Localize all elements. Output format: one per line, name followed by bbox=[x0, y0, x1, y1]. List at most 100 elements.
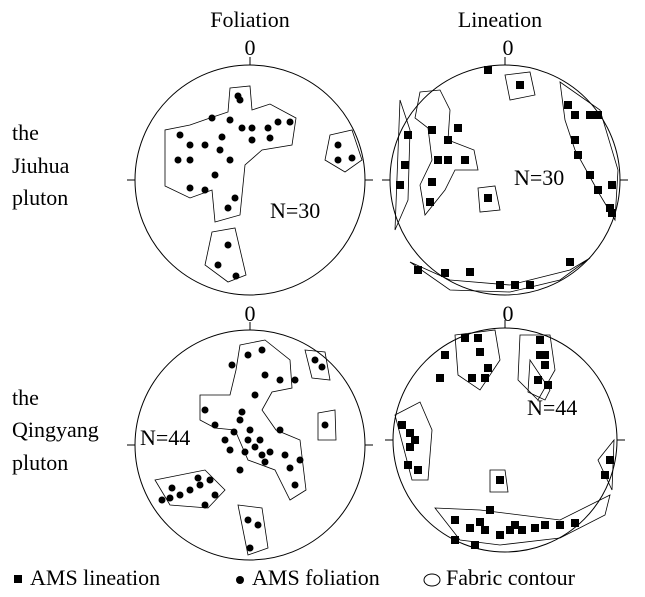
fabric-contour bbox=[454, 329, 501, 391]
fabric-contour bbox=[304, 349, 331, 381]
lineation-point bbox=[396, 181, 404, 189]
foliation-point bbox=[211, 491, 219, 499]
legend-square bbox=[14, 575, 22, 583]
foliation-point bbox=[226, 446, 234, 454]
lineation-point bbox=[541, 361, 549, 369]
fabric-contour bbox=[154, 469, 226, 509]
foliation-point bbox=[246, 544, 254, 552]
foliation-point bbox=[261, 371, 269, 379]
lineation-point bbox=[444, 136, 452, 144]
foliation-point bbox=[174, 156, 182, 164]
lineation-point bbox=[426, 198, 434, 206]
north-label: 0 bbox=[503, 35, 514, 60]
net-circle bbox=[134, 64, 366, 296]
lineation-point bbox=[594, 186, 602, 194]
lineation-point bbox=[441, 269, 449, 277]
lineation-point bbox=[541, 521, 549, 529]
foliation-point bbox=[230, 428, 238, 436]
count-label: N=44 bbox=[140, 425, 190, 450]
lineation-point bbox=[601, 471, 609, 479]
foliation-point bbox=[281, 451, 289, 459]
lineation-point bbox=[404, 461, 412, 469]
legend-label: AMS lineation bbox=[30, 565, 160, 590]
foliation-point bbox=[176, 131, 184, 139]
lineation-point bbox=[401, 161, 409, 169]
row-label: pluton bbox=[12, 450, 68, 475]
foliation-point bbox=[216, 146, 224, 154]
foliation-point bbox=[201, 406, 209, 414]
foliation-point bbox=[348, 154, 356, 162]
lineation-point bbox=[564, 101, 572, 109]
foliation-point bbox=[208, 114, 216, 122]
foliation-point bbox=[334, 156, 342, 164]
north-label: 0 bbox=[245, 35, 256, 60]
foliation-point bbox=[226, 116, 234, 124]
lineation-point bbox=[476, 348, 484, 356]
lineation-point bbox=[461, 334, 469, 342]
lineation-point bbox=[486, 506, 494, 514]
foliation-point bbox=[211, 171, 219, 179]
lineation-point bbox=[531, 524, 539, 532]
foliation-point bbox=[311, 356, 319, 364]
fabric-contour bbox=[409, 257, 591, 293]
lineation-point bbox=[511, 281, 519, 289]
foliation-point bbox=[296, 456, 304, 464]
foliation-point bbox=[264, 124, 272, 132]
lineation-point bbox=[441, 351, 449, 359]
lineation-point bbox=[511, 521, 519, 529]
foliation-point bbox=[244, 351, 252, 359]
lineation-point bbox=[544, 381, 552, 389]
lineation-point bbox=[481, 526, 489, 534]
lineation-point bbox=[594, 111, 602, 119]
foliation-point bbox=[211, 421, 219, 429]
lineation-point bbox=[534, 376, 542, 384]
row-label: Qingyang bbox=[12, 417, 99, 442]
lineation-point bbox=[484, 364, 492, 372]
lineation-point bbox=[586, 171, 594, 179]
foliation-point bbox=[318, 363, 326, 371]
foliation-point bbox=[168, 484, 176, 492]
lineation-point bbox=[536, 336, 544, 344]
lineation-point bbox=[406, 443, 414, 451]
foliation-point bbox=[244, 516, 252, 524]
row-label: the bbox=[12, 120, 39, 145]
foliation-point bbox=[251, 391, 259, 399]
foliation-point bbox=[232, 272, 240, 280]
foliation-point bbox=[218, 133, 226, 141]
foliation-point bbox=[251, 443, 259, 451]
foliation-point bbox=[231, 194, 239, 202]
foliation-point bbox=[166, 494, 174, 502]
foliation-point bbox=[236, 416, 244, 424]
lineation-point bbox=[574, 151, 582, 159]
lineation-point bbox=[434, 156, 442, 164]
foliation-point bbox=[221, 436, 229, 444]
foliation-point bbox=[291, 481, 299, 489]
fabric-contour bbox=[394, 401, 433, 481]
lineation-point bbox=[451, 516, 459, 524]
lineation-point bbox=[566, 258, 574, 266]
fabric-contour bbox=[164, 85, 297, 223]
fabric-contour bbox=[527, 358, 551, 401]
lineation-point bbox=[474, 334, 482, 342]
fabric-contour bbox=[237, 504, 269, 556]
foliation-point bbox=[334, 141, 342, 149]
lineation-point bbox=[608, 181, 616, 189]
foliation-point bbox=[226, 156, 234, 164]
row-label: Jiuhua bbox=[12, 153, 70, 178]
foliation-point bbox=[276, 426, 284, 434]
lineation-point bbox=[406, 429, 414, 437]
foliation-point bbox=[238, 408, 246, 416]
fabric-contour bbox=[477, 185, 501, 213]
lineation-point bbox=[526, 281, 534, 289]
foliation-point bbox=[176, 491, 184, 499]
foliation-point bbox=[236, 96, 244, 104]
fabric-contour bbox=[204, 227, 247, 283]
stereonets bbox=[127, 57, 628, 561]
legend-dot bbox=[236, 576, 244, 584]
lineation-point bbox=[436, 374, 444, 382]
lineation-point bbox=[461, 156, 469, 164]
lineation-point bbox=[541, 351, 549, 359]
lineation-point bbox=[556, 521, 564, 529]
lineation-point bbox=[484, 194, 492, 202]
